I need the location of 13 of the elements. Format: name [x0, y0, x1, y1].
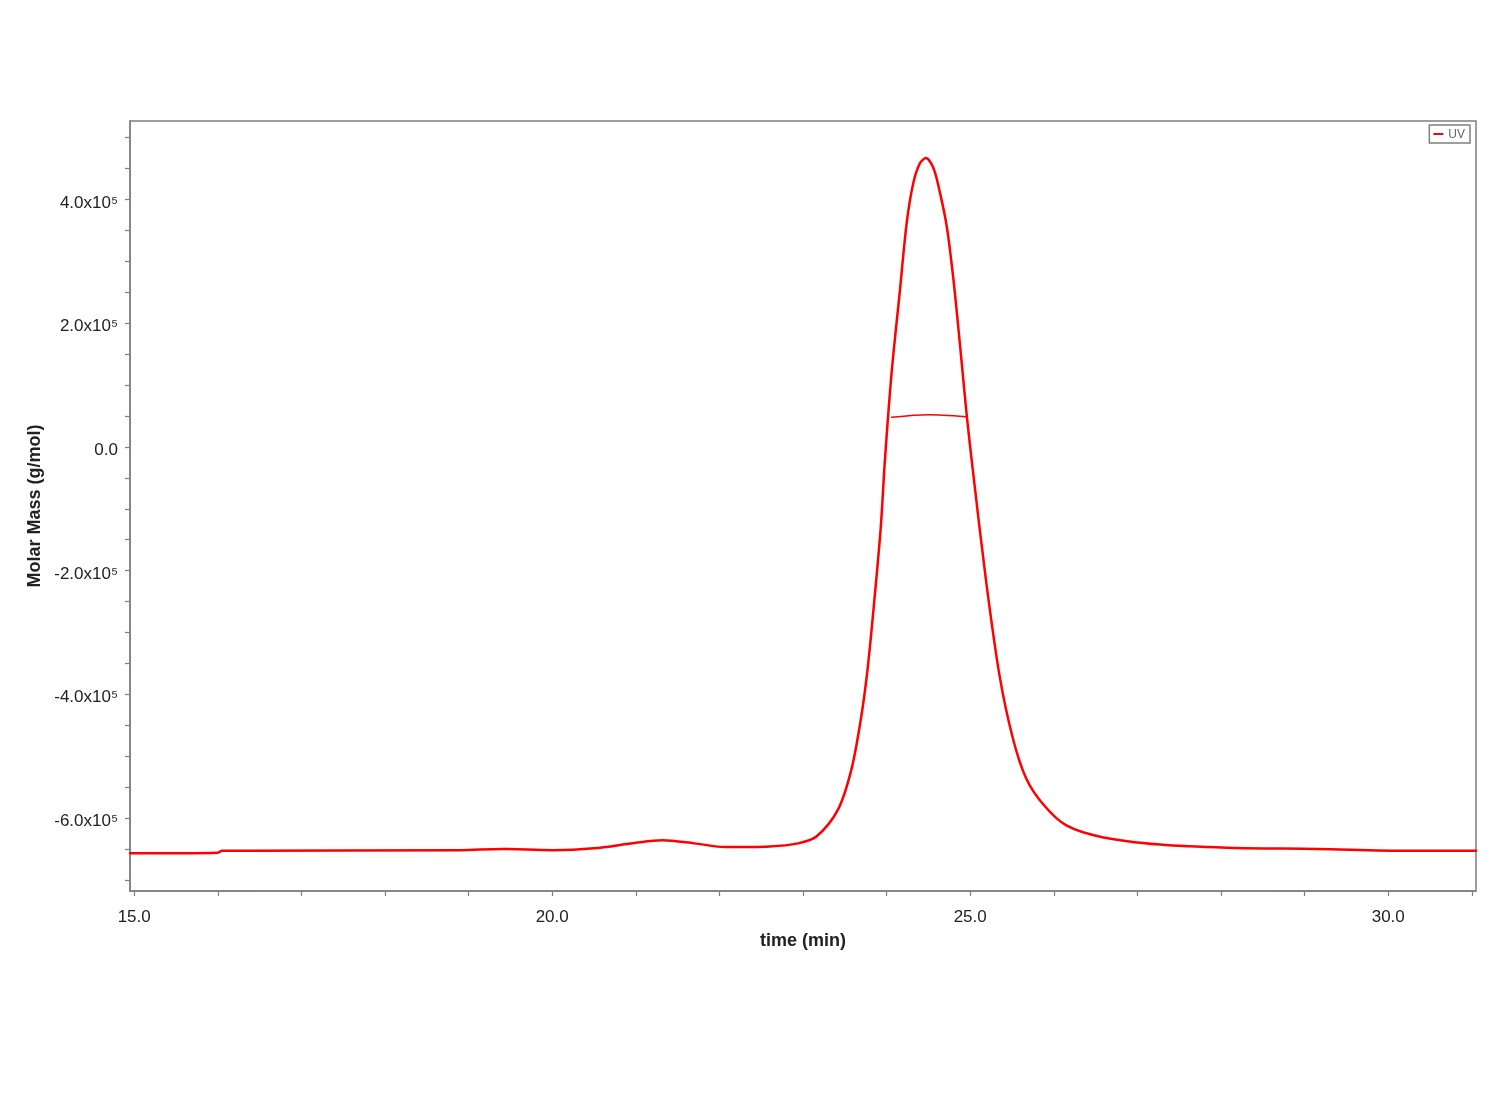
x-axis-title: time (min) [759, 930, 847, 950]
legend-label: UV [1448, 127, 1465, 141]
x-tick-label: 25.0 [953, 907, 987, 926]
y-tick-label: -4.0x10⁵ [54, 687, 118, 707]
y-tick-label: 4.0x10⁵ [59, 192, 118, 212]
x-tick-label: 15.0 [117, 907, 151, 926]
x-tick-label: 30.0 [1371, 907, 1405, 926]
y-tick-label: -2.0x10⁵ [54, 563, 118, 583]
y-tick-label: 0.0 [94, 439, 118, 459]
y-tick-label: -6.0x10⁵ [54, 811, 118, 831]
y-axis-title: Molar Mass (g/mol) [24, 424, 45, 588]
y-tick-label: 2.0x10⁵ [59, 316, 118, 336]
x-tick-label: 20.0 [535, 907, 569, 926]
